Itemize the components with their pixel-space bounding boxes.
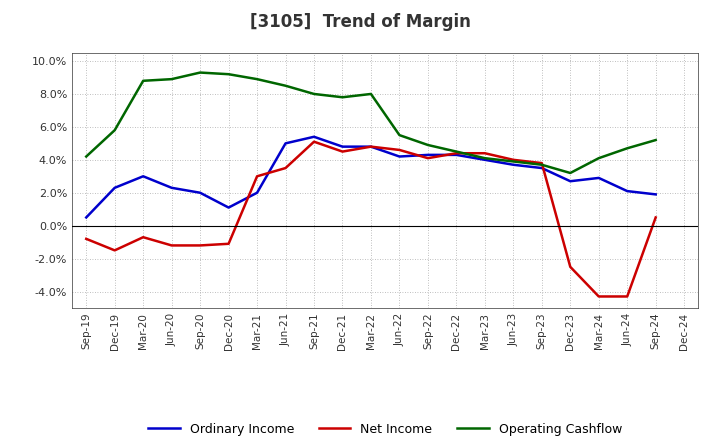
Operating Cashflow xyxy=(623,146,631,151)
Net Income xyxy=(139,235,148,240)
Operating Cashflow xyxy=(139,78,148,84)
Net Income xyxy=(82,236,91,242)
Net Income xyxy=(225,241,233,246)
Net Income xyxy=(366,144,375,149)
Net Income xyxy=(480,150,489,156)
Line: Net Income: Net Income xyxy=(86,142,656,297)
Net Income xyxy=(310,139,318,144)
Net Income xyxy=(537,161,546,166)
Line: Operating Cashflow: Operating Cashflow xyxy=(86,73,656,173)
Operating Cashflow xyxy=(480,155,489,161)
Operating Cashflow xyxy=(110,128,119,133)
Net Income xyxy=(452,150,461,156)
Operating Cashflow xyxy=(595,155,603,161)
Operating Cashflow xyxy=(310,92,318,97)
Operating Cashflow xyxy=(196,70,204,75)
Net Income xyxy=(595,294,603,299)
Ordinary Income xyxy=(395,154,404,159)
Ordinary Income xyxy=(167,185,176,191)
Operating Cashflow xyxy=(652,137,660,143)
Ordinary Income xyxy=(652,192,660,197)
Ordinary Income xyxy=(225,205,233,210)
Ordinary Income xyxy=(110,185,119,191)
Ordinary Income xyxy=(82,215,91,220)
Ordinary Income xyxy=(253,190,261,195)
Net Income xyxy=(395,147,404,153)
Net Income xyxy=(623,294,631,299)
Ordinary Income xyxy=(595,175,603,180)
Ordinary Income xyxy=(480,157,489,162)
Operating Cashflow xyxy=(537,162,546,167)
Operating Cashflow xyxy=(282,83,290,88)
Operating Cashflow xyxy=(225,72,233,77)
Net Income xyxy=(253,174,261,179)
Operating Cashflow xyxy=(452,149,461,154)
Ordinary Income xyxy=(509,162,518,167)
Ordinary Income xyxy=(366,144,375,149)
Net Income xyxy=(196,243,204,248)
Ordinary Income xyxy=(537,165,546,171)
Net Income xyxy=(282,165,290,171)
Legend: Ordinary Income, Net Income, Operating Cashflow: Ordinary Income, Net Income, Operating C… xyxy=(143,418,627,440)
Text: [3105]  Trend of Margin: [3105] Trend of Margin xyxy=(250,13,470,31)
Operating Cashflow xyxy=(509,159,518,164)
Ordinary Income xyxy=(338,144,347,149)
Ordinary Income xyxy=(196,190,204,195)
Operating Cashflow xyxy=(167,77,176,82)
Net Income xyxy=(509,157,518,162)
Operating Cashflow xyxy=(338,95,347,100)
Operating Cashflow xyxy=(566,170,575,176)
Ordinary Income xyxy=(566,179,575,184)
Line: Ordinary Income: Ordinary Income xyxy=(86,137,656,217)
Operating Cashflow xyxy=(253,77,261,82)
Operating Cashflow xyxy=(82,154,91,159)
Net Income xyxy=(566,264,575,269)
Net Income xyxy=(338,149,347,154)
Ordinary Income xyxy=(423,152,432,158)
Ordinary Income xyxy=(452,152,461,158)
Ordinary Income xyxy=(282,141,290,146)
Operating Cashflow xyxy=(395,132,404,138)
Ordinary Income xyxy=(623,188,631,194)
Net Income xyxy=(167,243,176,248)
Ordinary Income xyxy=(310,134,318,139)
Net Income xyxy=(423,155,432,161)
Operating Cashflow xyxy=(423,143,432,148)
Net Income xyxy=(110,248,119,253)
Ordinary Income xyxy=(139,174,148,179)
Operating Cashflow xyxy=(366,92,375,97)
Net Income xyxy=(652,215,660,220)
